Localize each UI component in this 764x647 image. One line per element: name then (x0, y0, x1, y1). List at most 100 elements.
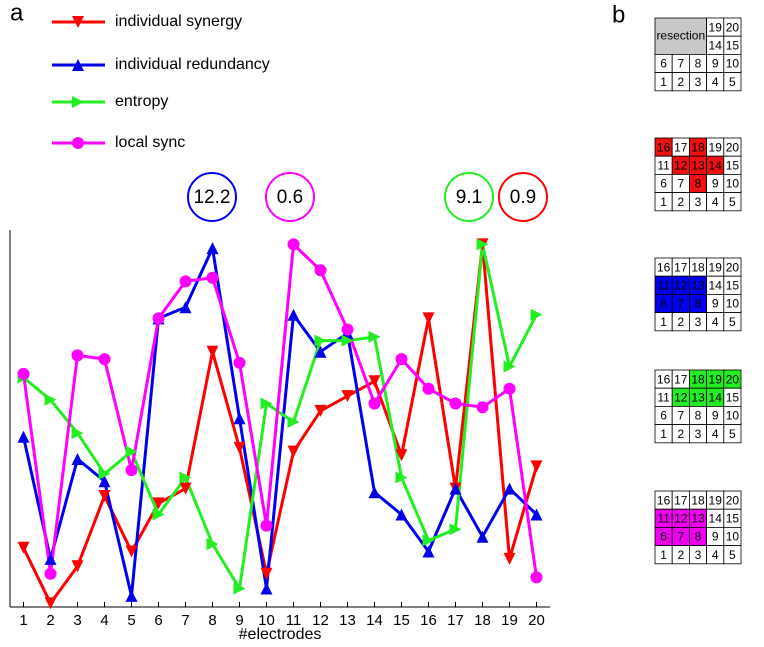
marker (152, 497, 165, 510)
x-tick-label: 20 (528, 612, 545, 629)
cell-label: 4 (712, 548, 719, 562)
marker (71, 560, 84, 573)
cell-label: 1 (660, 548, 667, 562)
marker (422, 545, 435, 558)
marker (260, 567, 273, 580)
marker (341, 334, 354, 347)
marker (152, 508, 165, 521)
marker (287, 308, 300, 321)
cell-label: 16 (657, 372, 671, 386)
resection-label: resection (656, 28, 705, 42)
series-line (22, 242, 538, 590)
marker (44, 567, 57, 580)
cell-label: 8 (695, 57, 702, 71)
series-line (22, 242, 538, 578)
marker (422, 382, 435, 395)
cell-label: 7 (677, 297, 684, 311)
x-tick-label: 1 (19, 612, 27, 629)
cell-label: 18 (691, 372, 705, 386)
marker (314, 345, 327, 358)
cell-label: 4 (712, 315, 719, 329)
cell-label: 19 (709, 140, 723, 154)
marker (206, 242, 219, 255)
grid-cell (723, 72, 742, 92)
cell-label: 20 (726, 140, 740, 154)
x-tick-label: 18 (474, 612, 491, 629)
x-tick-label: 7 (181, 612, 189, 629)
cell-label: 14 (709, 390, 723, 404)
cell-label: 2 (677, 315, 684, 329)
marker (72, 137, 84, 149)
cell-label: 3 (695, 195, 702, 209)
cell-label: 8 (695, 530, 702, 544)
cell-label: 20 (726, 493, 740, 507)
marker (72, 16, 84, 28)
cell-label: 14 (709, 278, 723, 292)
marker (341, 323, 354, 336)
marker (287, 238, 300, 251)
cell-label: 17 (674, 372, 688, 386)
cell-label: 12 (674, 158, 688, 172)
cell-label: 1 (660, 427, 667, 441)
x-tick-label: 2 (46, 612, 54, 629)
cell-label: 11 (657, 511, 670, 525)
marker (395, 471, 408, 484)
cell-label: 2 (677, 427, 684, 441)
cell-label: 15 (726, 511, 740, 525)
marker (206, 345, 219, 358)
cell-label: 9 (712, 530, 719, 544)
legend-label: individual synergy (115, 13, 242, 30)
marker (125, 464, 138, 477)
cell-label: 20 (726, 372, 740, 386)
cell-label: 7 (677, 177, 684, 191)
cell-label: 18 (691, 260, 705, 274)
cell-label: 13 (691, 390, 705, 404)
cell-label: 7 (677, 530, 684, 544)
cell-label: 8 (695, 177, 702, 191)
annotation: 0.9 (510, 187, 536, 208)
marker (71, 427, 84, 440)
marker (233, 356, 246, 369)
x-tick-label: 17 (447, 612, 464, 629)
cell-label: 5 (729, 75, 736, 89)
marker (530, 460, 543, 473)
marker (72, 96, 84, 108)
marker (530, 308, 543, 321)
marker (179, 275, 192, 288)
marker (503, 382, 516, 395)
cell-label: 10 (726, 177, 740, 191)
cell-label: 5 (729, 548, 736, 562)
marker (44, 552, 57, 565)
x-tick-label: 6 (154, 612, 162, 629)
annotation: 0.6 (277, 187, 303, 208)
cell-label: 11 (657, 390, 670, 404)
x-tick-label: 16 (420, 612, 437, 629)
cell-label: 5 (729, 315, 736, 329)
grid-cell (723, 312, 742, 332)
marker (449, 482, 462, 495)
annotation-circle (187, 172, 237, 222)
cell-label: 9 (712, 177, 719, 191)
cell-label: 15 (726, 38, 740, 52)
cell-label: 17 (674, 493, 688, 507)
marker (125, 545, 138, 558)
x-tick-label: 11 (286, 612, 302, 629)
cell-label: 13 (691, 158, 705, 172)
cell-label: 16 (657, 493, 671, 507)
marker (476, 530, 489, 543)
cell-label: 6 (660, 409, 667, 423)
cell-label: 2 (677, 75, 684, 89)
legend-label: individual redundancy (115, 56, 270, 73)
cell-label: 4 (712, 195, 719, 209)
marker (98, 475, 111, 488)
cell-label: 11 (657, 158, 670, 172)
cell-label: 13 (691, 511, 705, 525)
marker (206, 271, 219, 284)
resection-area (654, 17, 707, 55)
cell-label: 2 (677, 195, 684, 209)
cell-label: 6 (660, 530, 667, 544)
marker (449, 397, 462, 410)
cell-label: 12 (674, 278, 688, 292)
cell-label: 14 (709, 158, 723, 172)
